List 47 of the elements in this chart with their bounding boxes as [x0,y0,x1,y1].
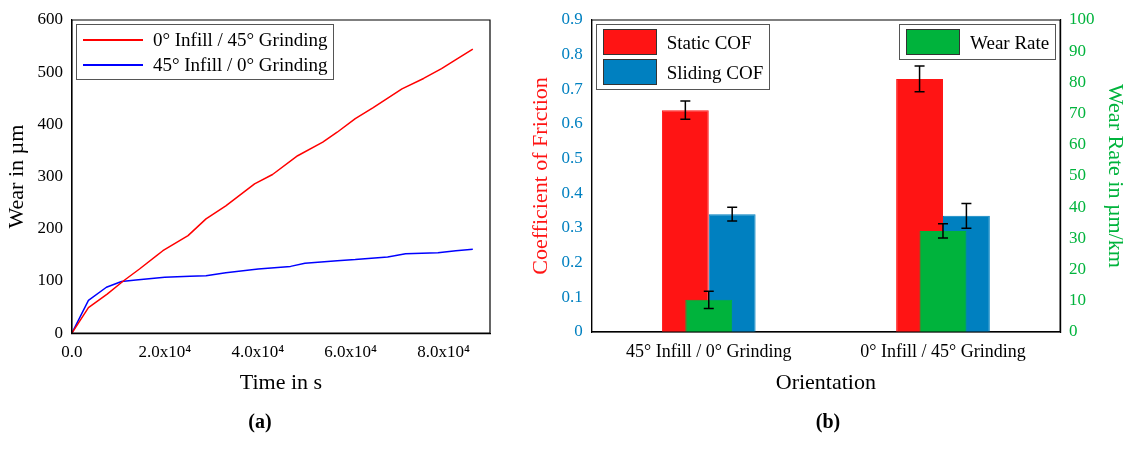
text: (b) [815,410,841,432]
y2-tick-label: 70 [1069,103,1087,123]
y-axis-title: Coefficient of Friction [526,77,552,275]
y-tick-label: 0.1 [561,286,583,306]
y2-tick-label: 0 [1069,321,1078,341]
legend-label: 45° Infill / 0° Grinding [152,53,328,77]
y-tick-label: 0.7 [561,78,584,98]
y-tick-label: 0.9 [561,9,583,29]
y-tick-label: 300 [37,166,63,186]
y2-tick-label: 50 [1069,165,1087,185]
y-tick-label: 0 [574,321,583,341]
y-tick-label: 200 [37,218,63,238]
y-tick-label: 500 [37,61,63,81]
y-axis-title: Wear in µm [2,124,28,229]
y-tick-label: 0.2 [561,252,583,272]
y-tick-label: 0 [54,322,63,342]
x-tick-label: 8.0x10⁴ [417,341,470,361]
x-tick-label: 45° Infill / 0° Grinding [626,340,792,361]
legend-label: 0° Infill / 45° Grinding [152,28,328,52]
text: (a) [248,410,272,432]
legend-label: Static COF [666,30,752,55]
y-tick-label: 600 [37,9,63,29]
x-tick-label: 0.0 [61,341,83,361]
x-axis-title: Orientation [775,368,876,394]
y-tick-label: 0.4 [561,182,584,202]
y-tick-label: 100 [37,270,63,290]
x-tick-label: 0° Infill / 45° Grinding [860,340,1026,361]
y2-tick-label: 40 [1069,196,1087,216]
y-tick-label: 0.6 [561,113,583,133]
y-tick-label: 0.3 [561,217,583,237]
y2-tick-label: 60 [1069,134,1087,154]
y2-tick-label: 10 [1069,290,1087,310]
x-tick-label: 6.0x10⁴ [324,341,378,361]
y2-tick-label: 80 [1069,71,1087,91]
y-tick-label: 400 [37,113,63,133]
legend-label: Wear Rate [970,30,1050,55]
y-tick-label: 0.8 [561,44,583,64]
x-axis-title: Time in s [239,368,323,394]
y2-axis-title: Wear Rate in µm/km [1104,84,1130,268]
legend-label: Sliding COF [666,60,764,85]
y2-tick-label: 90 [1069,40,1087,60]
y-tick-label: 0.5 [561,148,583,168]
y2-tick-label: 20 [1069,259,1087,279]
y2-tick-label: 100 [1069,9,1095,29]
y2-tick-label: 30 [1069,227,1087,247]
x-tick-label: 2.0x10⁴ [138,341,192,361]
x-tick-label: 4.0x10⁴ [231,341,285,361]
